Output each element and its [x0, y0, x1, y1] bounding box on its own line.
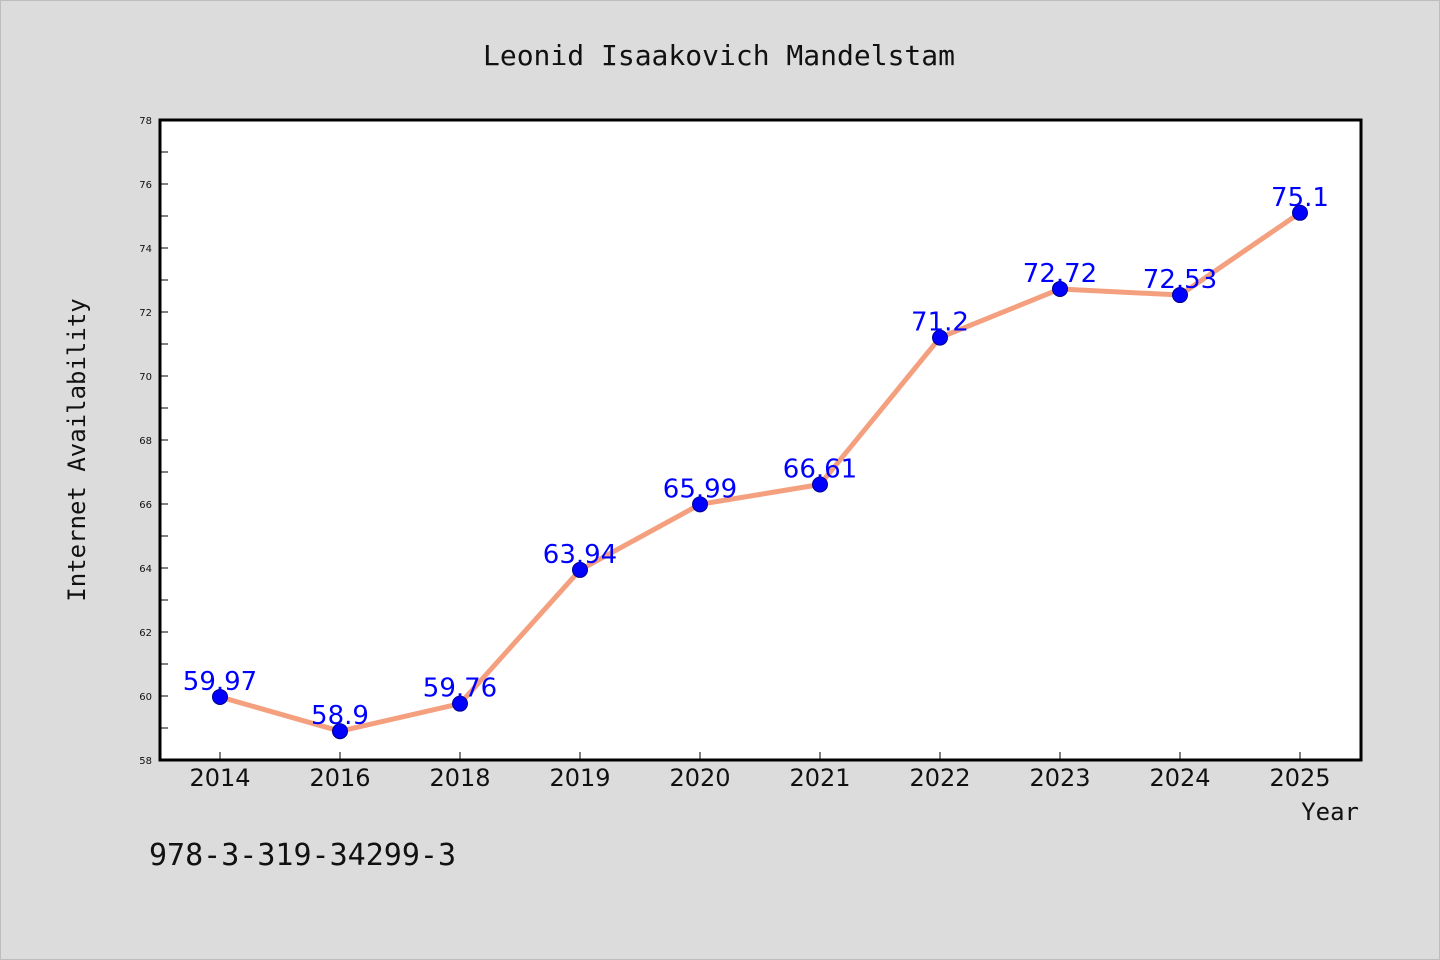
x-tick-label: 2014 [189, 764, 250, 792]
x-tick-label: 2025 [1269, 764, 1330, 792]
data-point-label: 58.9 [311, 701, 369, 731]
y-tick-label: 62 [139, 628, 152, 639]
data-point-label: 59.97 [183, 667, 257, 697]
data-point-label: 63.94 [543, 540, 617, 570]
y-tick-label: 58 [139, 756, 152, 767]
data-point-label: 72.53 [1143, 265, 1217, 295]
y-tick-label: 66 [139, 500, 152, 511]
data-point-label: 72.72 [1023, 259, 1097, 289]
y-tick-label: 60 [139, 692, 152, 703]
data-point-label: 71.2 [911, 308, 969, 338]
footer-identifier: 978-3-319-34299-3 [149, 838, 456, 873]
x-tick-label: 2018 [429, 764, 490, 792]
data-point-label: 65.99 [663, 474, 737, 504]
y-tick-label: 68 [139, 436, 152, 447]
data-point-label: 75.1 [1271, 183, 1329, 213]
x-tick-label: 2023 [1029, 764, 1090, 792]
y-tick-label: 64 [139, 564, 152, 575]
data-point-marker [332, 723, 348, 740]
data-point-label: 59.76 [423, 674, 497, 704]
data-point-label: 66.61 [783, 454, 857, 484]
y-tick-label: 76 [139, 180, 152, 191]
x-tick-label: 2021 [789, 764, 850, 792]
data-point-marker [692, 496, 708, 513]
plot-area [158, 118, 1363, 762]
data-point-marker [452, 695, 468, 712]
data-point-marker [1052, 280, 1068, 297]
x-tick-label: 2019 [549, 764, 610, 792]
x-tick-label: 2016 [309, 764, 370, 792]
x-tick-label: 2020 [669, 764, 730, 792]
x-axis-label: Year [1301, 798, 1359, 826]
data-point-marker [1292, 204, 1308, 221]
x-axis-ticks: 2014 2016 2018 2019 2020 2021 2022 2023 2024 2025 [189, 752, 1331, 792]
x-tick-label: 2024 [1149, 764, 1210, 792]
y-tick-label: 70 [139, 372, 152, 383]
y-axis-label: Internet Availability [63, 298, 91, 601]
data-point-marker [932, 329, 948, 346]
data-point-marker [212, 688, 228, 705]
x-tick-label: 2022 [909, 764, 970, 792]
y-tick-label: 72 [139, 308, 152, 319]
data-series: 59.97 58.9 59.76 63.94 65.99 66.61 71.2 72.72 72… [183, 183, 1329, 740]
y-tick-label: 74 [139, 244, 152, 255]
y-tick-label: 78 [139, 116, 152, 127]
y-axis-ticks: 58 60 62 64 66 68 70 72 74 76 78 [139, 116, 168, 767]
chart-title: Leonid Isaakovich Mandelstam [483, 39, 955, 72]
series-line [217, 210, 1303, 734]
data-point-marker [812, 476, 828, 493]
data-point-marker [572, 561, 588, 578]
data-point-marker [1172, 287, 1188, 304]
